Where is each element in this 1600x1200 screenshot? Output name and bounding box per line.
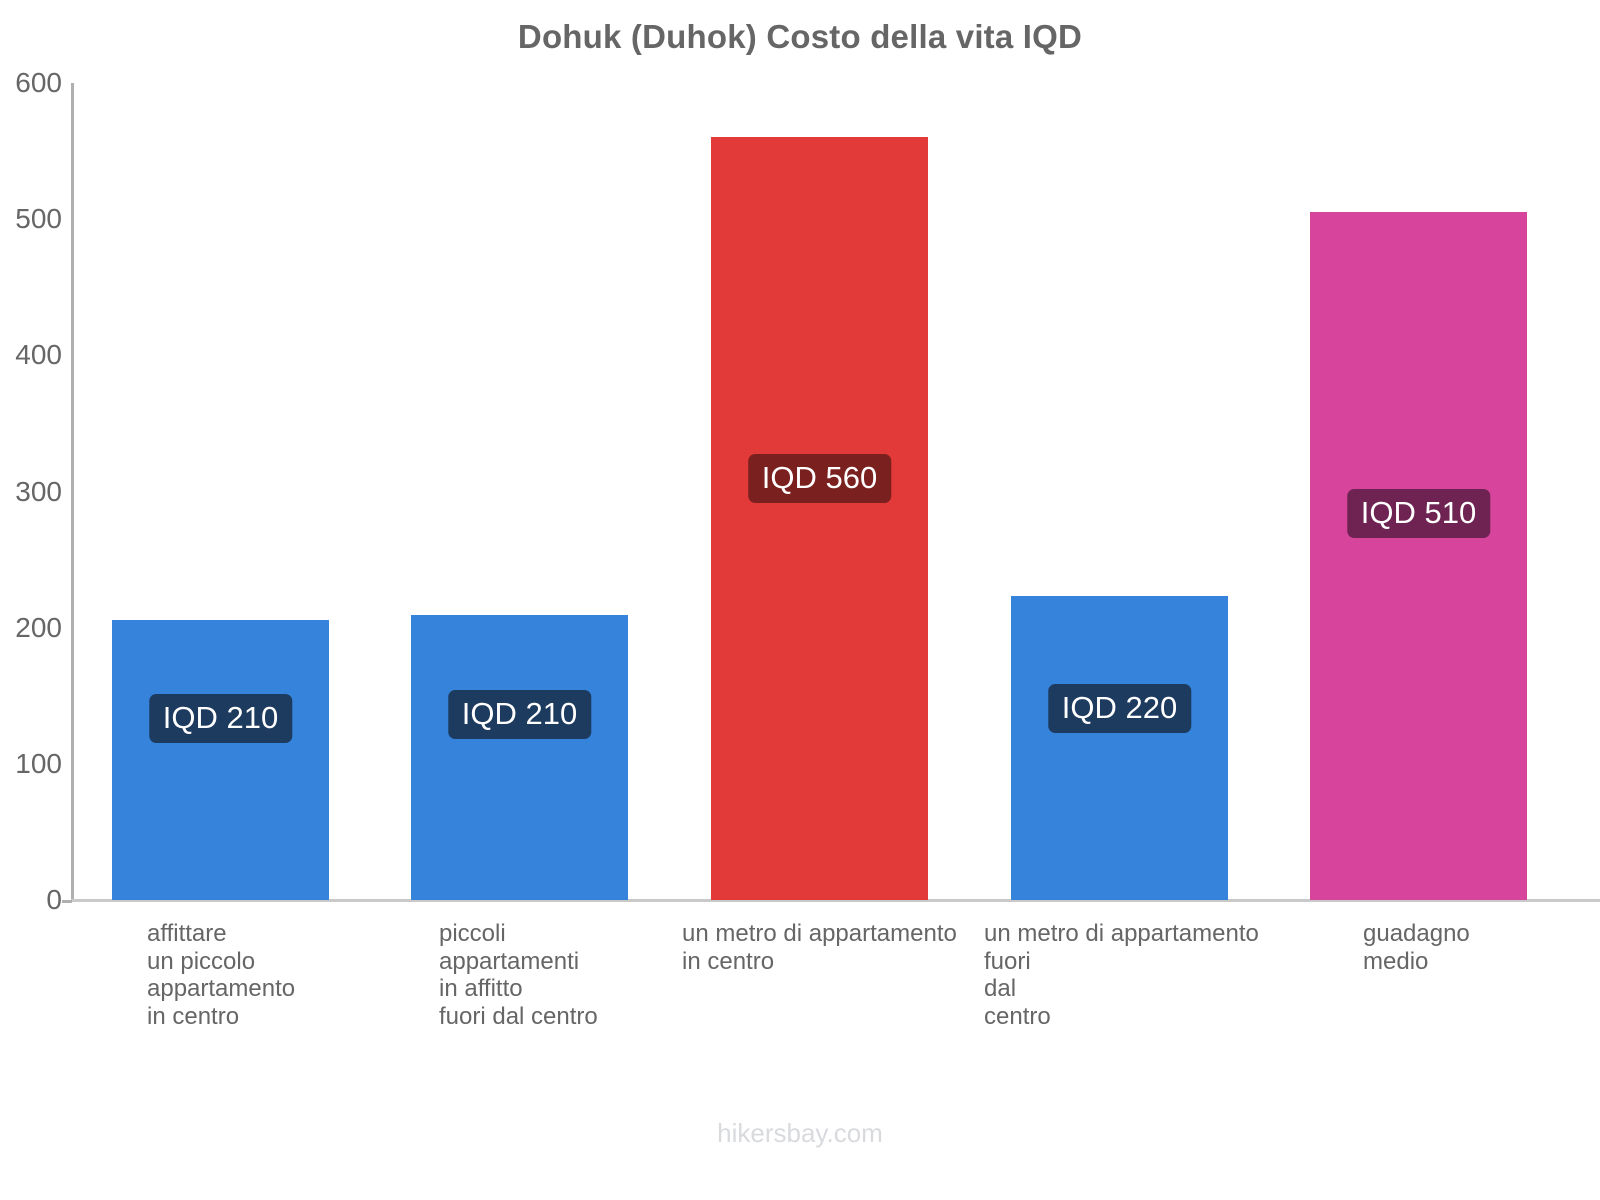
- y-axis-tick-label: 100: [15, 747, 62, 779]
- watermark: hikersbay.com: [717, 1118, 883, 1148]
- bar[interactable]: IQD 560: [711, 137, 928, 900]
- y-axis-tick-label: 300: [15, 475, 62, 507]
- y-axis-tick-label: 200: [15, 611, 62, 643]
- x-axis-category-label: affittare un piccolo appartamento in cen…: [147, 920, 296, 1030]
- y-axis-line: [71, 83, 74, 901]
- x-axis-category-label: un metro di appartamento fuori dal centr…: [984, 920, 1259, 1030]
- x-axis-category-label: un metro di appartamento in centro: [682, 920, 957, 975]
- bar-value-label: IQD 510: [1346, 489, 1491, 538]
- x-axis-category-label: piccoli appartamenti in affitto fuori da…: [439, 920, 598, 1030]
- y-axis-tick-label: 400: [15, 339, 62, 371]
- bar-value-label: IQD 560: [747, 454, 892, 503]
- x-axis-category-label: guadagno medio: [1363, 920, 1470, 975]
- bar[interactable]: IQD 210: [112, 619, 329, 900]
- bar[interactable]: IQD 510: [1310, 212, 1527, 900]
- y-axis-tick-label: 600: [15, 67, 62, 98]
- bar[interactable]: IQD 210: [411, 615, 628, 900]
- y-axis-tick-mark: [62, 900, 72, 903]
- x-axis-line: [71, 899, 1600, 902]
- bar-value-label: IQD 220: [1047, 684, 1192, 733]
- bar[interactable]: IQD 220: [1011, 596, 1228, 900]
- y-axis-tick-label: 0: [46, 884, 62, 915]
- bar-value-label: IQD 210: [447, 690, 592, 739]
- y-axis-tick-label: 500: [15, 203, 62, 235]
- bar-value-label: IQD 210: [148, 694, 293, 743]
- page-title: Dohuk (Duhok) Costo della vita IQD: [517, 18, 1083, 55]
